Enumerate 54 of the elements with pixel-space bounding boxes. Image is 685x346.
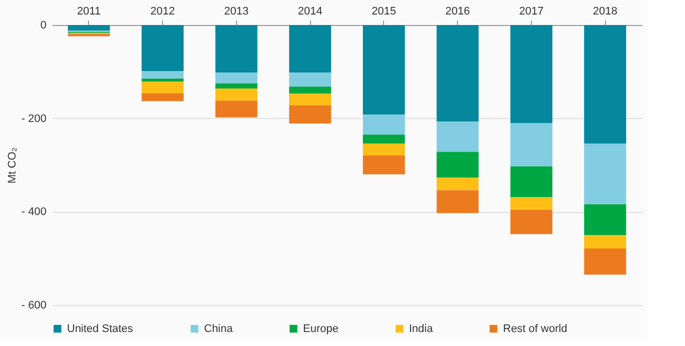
bar	[289, 72, 332, 87]
bar	[510, 25, 552, 123]
bar	[510, 210, 552, 234]
bar	[362, 114, 405, 135]
x-tick-label: 2018	[592, 6, 618, 18]
bar	[436, 152, 479, 178]
bar	[362, 134, 405, 144]
bar	[584, 204, 626, 235]
legend-label: China	[204, 322, 234, 335]
bar	[584, 235, 626, 249]
bar	[142, 78, 184, 82]
x-tick-label: 2013	[224, 6, 249, 18]
bar	[215, 25, 258, 73]
bar	[584, 144, 626, 204]
x-tick-label: 2014	[298, 6, 322, 18]
bar	[215, 72, 258, 84]
y-axis-title: Mt CO₂	[6, 147, 18, 184]
bar	[215, 100, 258, 118]
x-tick-label: 2011	[77, 6, 101, 18]
y-tick-label: - 600	[21, 300, 46, 312]
legend-label: United States	[67, 322, 134, 335]
legend-label: India	[409, 322, 434, 335]
bar	[362, 144, 405, 156]
bar	[510, 166, 552, 198]
y-tick-label: - 200	[21, 112, 46, 125]
legend-label: Europe	[303, 322, 338, 335]
bar	[436, 190, 479, 214]
bar	[142, 71, 184, 79]
bar	[289, 105, 332, 124]
bar	[215, 83, 258, 88]
bar	[510, 197, 552, 210]
x-tick-label: 2016	[445, 6, 470, 18]
bar	[436, 122, 479, 152]
x-tick-label: 2015	[372, 6, 396, 18]
legend-label: Rest of world	[503, 322, 568, 335]
bar	[142, 93, 184, 102]
y-tick-label: - 400	[21, 206, 46, 218]
bar	[289, 94, 332, 106]
y-tick-label: 0	[40, 20, 46, 32]
bar	[215, 88, 258, 101]
bar	[584, 248, 626, 275]
x-tick-label: 2012	[150, 6, 175, 18]
bar	[362, 155, 405, 174]
bar	[436, 178, 479, 190]
x-tick-label: 2017	[519, 6, 544, 18]
bar	[510, 123, 552, 166]
bar	[142, 81, 184, 94]
bar	[289, 86, 332, 94]
bar	[584, 25, 626, 144]
bar	[68, 25, 110, 31]
bar	[436, 25, 479, 122]
bar	[142, 25, 184, 72]
bar	[362, 25, 405, 115]
bar	[289, 25, 332, 73]
